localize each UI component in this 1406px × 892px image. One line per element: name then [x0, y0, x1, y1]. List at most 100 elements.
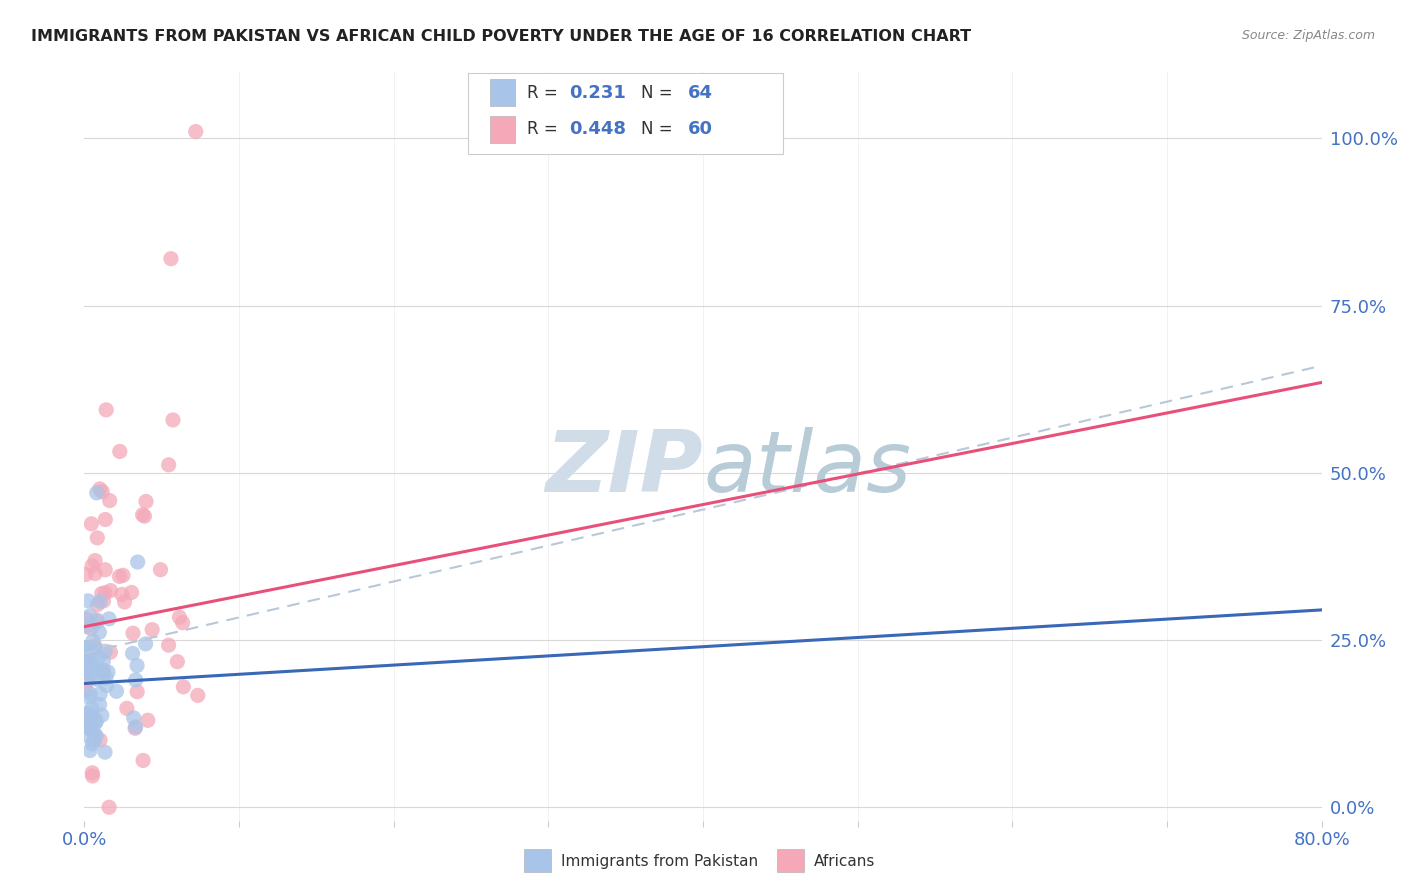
Point [86, 598, 108, 612]
Point [87, 650, 110, 665]
Point [96, 679, 118, 693]
Point [108, 569, 131, 583]
Point [122, 711, 145, 725]
Point [127, 555, 149, 569]
Point [94, 586, 117, 600]
Point [121, 585, 143, 599]
Point [91, 663, 114, 677]
Point [108, 444, 131, 458]
Point [75, 642, 97, 657]
Point [75, 656, 97, 670]
Point [124, 720, 146, 734]
Point [122, 626, 145, 640]
Text: IMMIGRANTS FROM PAKISTAN VS AFRICAN CHILD POVERTY UNDER THE AGE OF 16 CORRELATIO: IMMIGRANTS FROM PAKISTAN VS AFRICAN CHIL… [31, 29, 972, 44]
Point [94, 671, 117, 685]
Point [84, 566, 107, 581]
Text: 0.448: 0.448 [569, 120, 627, 138]
FancyBboxPatch shape [523, 849, 551, 871]
Point [76, 709, 98, 723]
Point [96, 402, 118, 417]
Point [76, 612, 98, 626]
Text: 0.231: 0.231 [569, 84, 626, 102]
Point [80, 516, 103, 531]
Point [80, 668, 103, 682]
Text: ZIP: ZIP [546, 427, 703, 510]
Point [89, 698, 111, 712]
Point [77, 594, 100, 608]
Point [83, 733, 105, 747]
Point [84, 712, 107, 726]
Point [172, 680, 194, 694]
Point [111, 568, 134, 582]
Point [89, 594, 111, 608]
Point [124, 673, 146, 687]
Point [84, 728, 107, 742]
Text: Immigrants from Pakistan: Immigrants from Pakistan [561, 855, 758, 870]
Point [115, 701, 138, 715]
Point [84, 715, 107, 730]
Point [86, 531, 108, 545]
Point [82, 634, 104, 648]
Point [79, 687, 101, 701]
Point [82, 769, 104, 783]
Point [82, 765, 104, 780]
Text: R =: R = [527, 84, 564, 102]
Point [75, 683, 97, 698]
Point [98, 612, 121, 626]
Point [75, 707, 97, 722]
Point [80, 700, 103, 714]
Text: 60: 60 [688, 120, 713, 138]
FancyBboxPatch shape [491, 116, 515, 143]
Point [114, 595, 136, 609]
Point [86, 615, 108, 629]
Point [89, 687, 111, 701]
Point [141, 623, 163, 637]
Point [100, 583, 122, 598]
Point [86, 486, 108, 500]
FancyBboxPatch shape [491, 79, 515, 106]
Point [187, 689, 209, 703]
Point [93, 594, 115, 608]
Point [83, 665, 105, 679]
Point [157, 458, 180, 472]
Point [98, 645, 121, 659]
Point [94, 512, 117, 526]
Point [82, 723, 104, 738]
Point [121, 647, 143, 661]
Point [83, 663, 105, 677]
Point [80, 709, 103, 723]
Point [94, 644, 117, 658]
Point [91, 665, 114, 679]
Point [80, 719, 103, 733]
Point [84, 553, 107, 567]
FancyBboxPatch shape [778, 849, 804, 871]
Point [89, 733, 111, 747]
Text: N =: N = [641, 120, 678, 138]
Text: Source: ZipAtlas.com: Source: ZipAtlas.com [1241, 29, 1375, 42]
Point [79, 608, 101, 623]
Point [79, 648, 101, 662]
Point [131, 508, 153, 522]
Point [79, 656, 101, 670]
Point [94, 745, 117, 759]
Point [75, 653, 97, 667]
Point [124, 721, 146, 735]
Point [86, 663, 108, 677]
Point [80, 622, 103, 636]
Point [91, 654, 114, 668]
Point [105, 684, 128, 698]
Point [79, 723, 101, 737]
Point [90, 586, 112, 600]
Point [98, 493, 121, 508]
Point [90, 708, 112, 723]
Point [76, 673, 98, 688]
Point [149, 563, 172, 577]
Point [75, 654, 97, 668]
Point [77, 710, 100, 724]
Point [169, 610, 191, 624]
Point [98, 800, 121, 814]
FancyBboxPatch shape [468, 73, 783, 153]
Point [84, 714, 107, 729]
Point [75, 619, 97, 633]
Point [89, 625, 111, 640]
